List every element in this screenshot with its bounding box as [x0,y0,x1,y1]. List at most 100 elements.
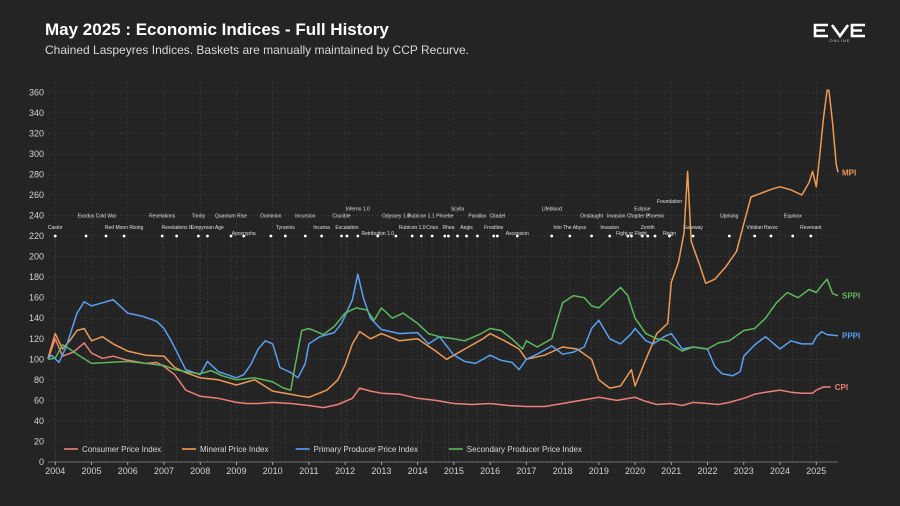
release-label: Onslaught [580,214,603,220]
y-tick-label: 80 [34,375,44,385]
y-tick-label: 40 [34,416,44,426]
release-label: Phoenix [646,214,665,220]
release-marker-dot [53,234,57,238]
x-tick-label: 2019 [589,466,609,476]
release-marker-dot [653,234,657,238]
y-tick-label: 200 [29,252,44,262]
release-label: Phoebe [436,214,453,220]
release-label: Aegis [460,225,473,231]
series-end-labels: CPI MPI PPPI SPPI [835,168,860,392]
release-marker-dot [340,234,343,238]
release-label: Revelations II [161,225,191,231]
release-label: Incarna [313,225,330,231]
release-marker-dot [791,234,795,238]
release-label: Uprising [720,214,739,220]
release-marker-dot [447,234,450,238]
release-label: Viridian [746,225,763,231]
release-marker-dot [430,234,434,238]
release-label: Exodus [78,214,95,220]
x-tick-label: 2011 [299,466,318,476]
release-marker-dot [84,234,88,238]
release-marker-dot [691,234,695,238]
x-tick-label: 2025 [806,466,826,476]
release-marker-dot [410,234,414,238]
y-tick-label: 220 [29,231,44,241]
legend-label: Secondary Producer Price Index [467,445,582,454]
release-label: Trinity [192,214,206,220]
release-marker-dot [626,234,630,238]
eve-online-logo [813,23,865,39]
y-tick-label: 20 [34,436,44,446]
series-line-cpi [47,338,831,409]
release-label: Ascension [506,231,529,237]
y-tick-label: 340 [29,108,44,118]
series-line-mpi [47,89,839,399]
series-line-sppi [47,278,839,391]
release-label: Crucible [332,214,351,220]
y-tick-label: 120 [29,334,44,344]
release-label: Crius [426,225,438,231]
release-label: Escalation [335,225,358,231]
release-marker-dot [515,234,519,238]
release-label: Quantum Rise [215,214,247,220]
release-label: Castor [48,225,63,231]
release-label: Equinox [784,214,803,220]
release-label: Rubicon 1.0 [399,225,426,231]
release-marker-dot [668,234,671,238]
release-label: Odyssey 1.0 [382,214,410,220]
release-label: Invasion Chapter 2 [607,214,649,220]
y-tick-label: 160 [29,293,44,303]
release-marker-dot [646,234,650,238]
release-label: Dominion [260,214,281,220]
y-tick-label: 300 [29,149,44,159]
release-label: Parallax [468,214,487,220]
release-label: Gateway [683,225,703,231]
end-label-cpi: CPI [835,383,848,392]
y-tick-label: 260 [29,190,44,200]
release-label: Into The Abyss [553,225,586,231]
release-marker-dot [283,234,287,238]
series-lines [47,89,839,409]
end-label-mpi: MPI [842,168,856,177]
release-label: Foundation [657,199,682,205]
release-marker-dot [456,234,459,238]
series-line-pppi [47,273,839,379]
release-label: Zenith [641,225,655,231]
x-tick-label: 2013 [371,466,391,476]
release-marker-dot [809,234,813,238]
release-marker-dot [104,234,108,238]
end-label-sppi: SPPI [842,292,860,301]
release-label: Eclipse [634,206,650,212]
x-tick-label: 2015 [444,466,464,476]
release-label: Rubicon 1.1 [408,214,435,220]
release-marker-dot [206,234,209,238]
release-marker-dot [630,234,633,238]
release-marker-dot [242,234,246,238]
release-marker-dot [492,234,496,238]
y-axis-ticks: 0 20 40 60 80 100 120 140 160 180 200 220 240 260 280 3… [29,87,44,467]
x-tick-label: 2009 [226,466,246,476]
release-label: Incursion [295,214,316,220]
y-tick-label: 280 [29,169,44,179]
release-marker-dot [175,234,179,238]
x-tick-label: 2007 [154,466,174,476]
y-tick-label: 140 [29,313,44,323]
release-label: Revelations [149,214,176,220]
release-marker-dot [727,234,731,238]
logo-subtitle: ONLINE [829,38,851,43]
chart-title: May 2025 : Economic Indices - Full Histo… [45,20,389,39]
y-tick-label: 60 [34,395,44,405]
chart-subtitle: Chained Laspeyres Indices. Baskets are m… [45,43,469,57]
release-marker-dot [394,234,398,238]
y-tick-label: 360 [29,87,44,97]
release-label: Retribution 1.0 [362,231,395,237]
release-marker-dot [196,234,200,238]
release-label: Invasion [600,225,619,231]
release-label: Scylla [451,206,465,212]
x-tick-label: 2020 [625,466,645,476]
release-label: Empyrean Age [191,225,224,231]
release-marker-dot [419,234,423,238]
release-marker-dot [568,234,572,238]
release-marker-dot [753,234,757,238]
release-label: Lifeblood [542,206,563,212]
